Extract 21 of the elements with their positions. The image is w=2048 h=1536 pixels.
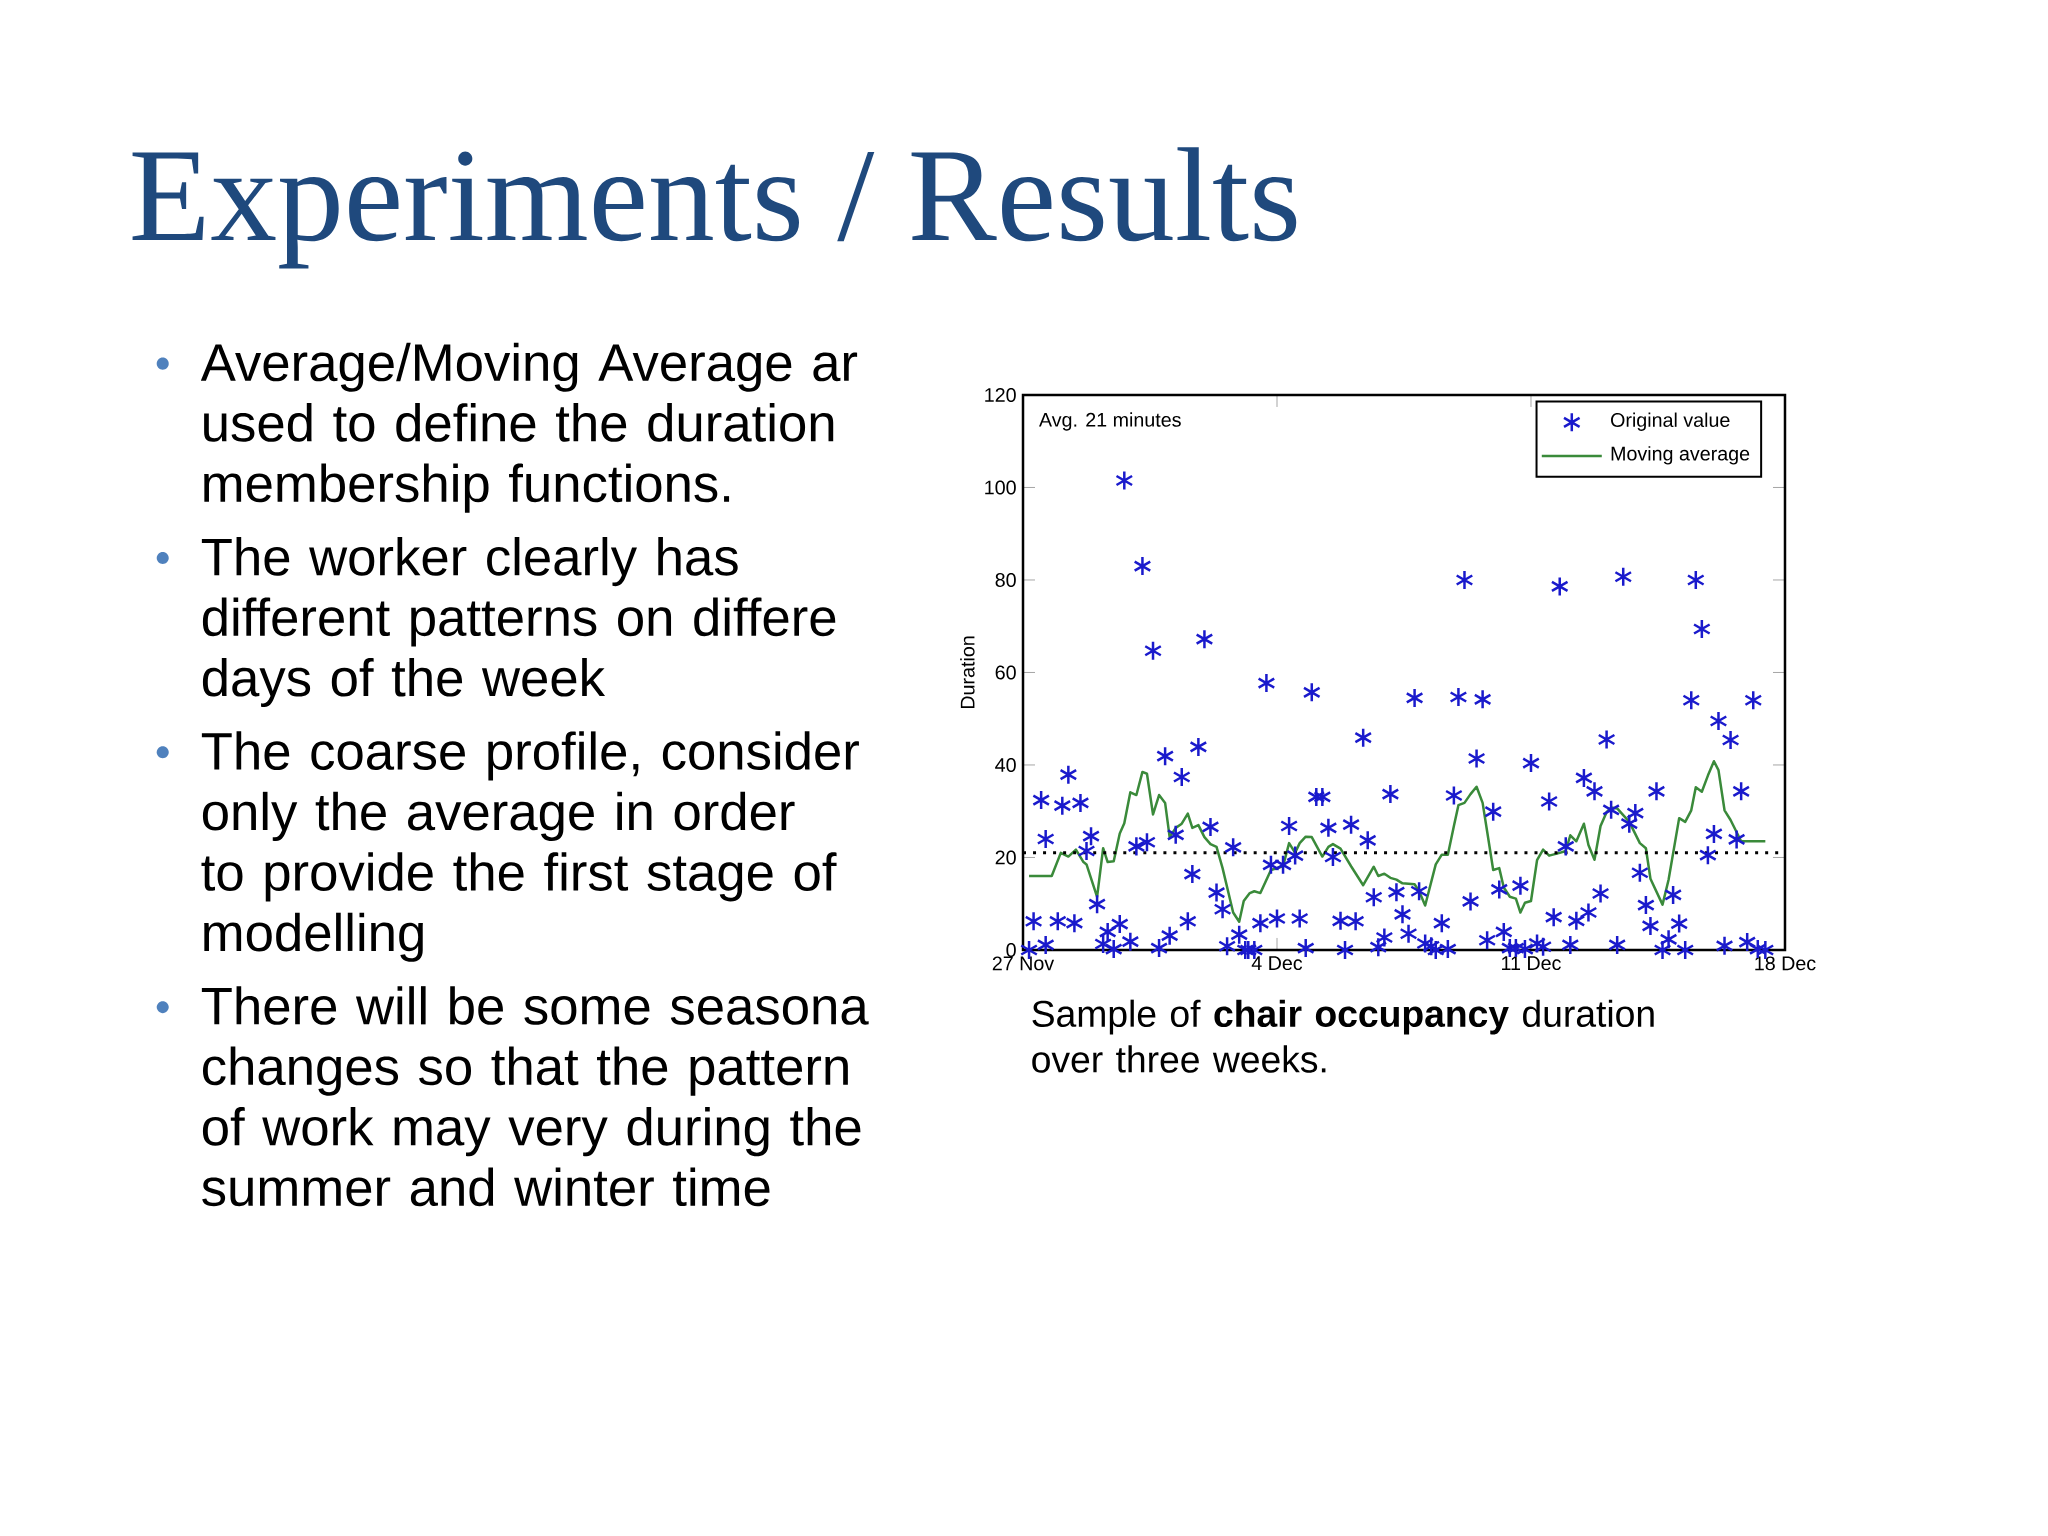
text: The coarse profile, consider only the average in order to provide the first stage of modelling (201, 731, 859, 962)
legend-label: Original value (1611, 412, 1730, 431)
annotation: Avg. 21 minutes (1039, 412, 1181, 431)
y-tick-label: 80 (995, 573, 1016, 587)
x-tick-label: 11 Dec (1502, 956, 1561, 971)
y-tick-label: 120 (985, 388, 1016, 402)
chart-title: Experiments / Results (132, 147, 1297, 269)
y-tick-label: 0 (1006, 943, 1016, 957)
y-axis-title: Duration (960, 636, 975, 709)
text: Sample of chair occupancy duration over three weeks. (1032, 999, 1654, 1073)
x-tick-label: 4 Dec (1251, 956, 1303, 971)
y-tick-label: 60 (995, 665, 1016, 680)
x-tick-label: 27 Nov (992, 956, 1055, 971)
y-tick-label: 100 (985, 480, 1016, 495)
text: The worker clearly has different patterns on differe days of the week (201, 537, 836, 708)
text: There will be some seasona changes so that the pattern of work may very during the summer and winter time (201, 986, 869, 1207)
x-tick-label: 18 Dec (1755, 956, 1816, 971)
legend-label: Moving average (1611, 446, 1750, 465)
text: Average/Moving Average ar used to define the duration membership functions. (200, 342, 858, 513)
y-tick-label: 20 (995, 850, 1016, 865)
y-tick-label: 40 (995, 758, 1016, 772)
